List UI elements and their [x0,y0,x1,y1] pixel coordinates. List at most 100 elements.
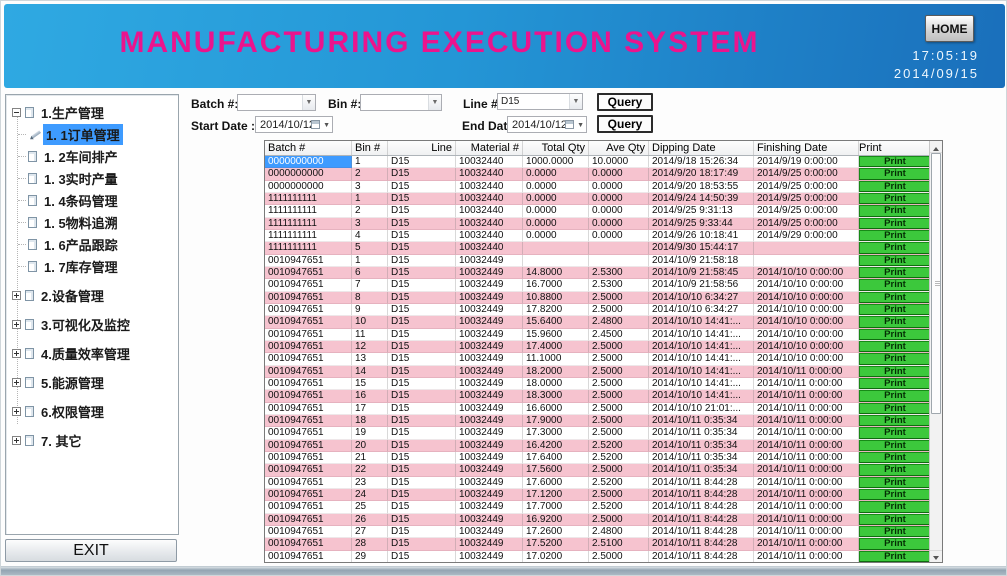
chevron-down-icon[interactable]: ▼ [569,94,582,109]
start-date-picker[interactable]: 2014/10/12 ▼ [255,116,333,133]
column-header[interactable]: Print [859,141,929,155]
table-row[interactable]: 0010947651 16 D15 10032449 18.3000 2.5000 2014… [265,390,930,403]
table-row[interactable]: 0010947651 29 D15 10032449 17.0200 2.5000 2014… [265,550,930,562]
print-button[interactable]: Print [859,266,930,279]
print-button[interactable]: Print [859,513,930,525]
exit-button[interactable]: EXIT [5,539,177,562]
print-button[interactable]: Print [859,217,930,229]
table-row[interactable]: 0010947651 8 D15 10032449 10.8800 2.5000 2014/… [265,291,930,304]
sidebar-item[interactable]: 2.设备管理 [6,284,178,306]
batch-combobox[interactable]: ▼ [237,94,316,111]
column-header[interactable]: Bin # [352,141,388,155]
expand-icon[interactable] [12,435,21,445]
print-button[interactable]: Print [859,192,930,205]
expand-icon[interactable] [12,377,21,387]
scrollbar-thumb[interactable] [931,153,941,415]
print-button[interactable]: Print [859,538,930,550]
column-header[interactable]: Total Qty [523,141,589,155]
table-row[interactable]: 0010947651 1 D15 10032449 2014/10/9 21:58:18… [265,254,930,267]
scroll-down-icon[interactable] [930,550,942,562]
print-button[interactable]: Print [859,168,930,180]
print-button[interactable]: Print [859,402,930,414]
sidebar-item[interactable]: 3.可视化及监控 [6,313,178,335]
column-header[interactable]: Dipping Date [649,141,754,155]
home-button[interactable]: HOME [925,15,974,42]
print-button[interactable]: Print [859,365,930,377]
table-row[interactable]: 0010947651 13 D15 10032449 11.1000 2.5000 2014… [265,353,930,366]
table-row[interactable]: 0010947651 21 D15 10032449 17.6400 2.5200 2014… [265,451,930,465]
column-header[interactable]: Line [388,141,456,155]
table-row[interactable]: 0010947651 15 D15 10032449 18.0000 2.5000 2014… [265,377,930,391]
table-row[interactable]: 0010947651 27 D15 10032449 17.2600 2.4800 2014… [265,525,930,539]
table-row[interactable]: 1111111111 4 D15 10032440 0.0000 0.0000 2014/9… [265,229,930,243]
print-button[interactable]: Print [859,279,930,291]
table-row[interactable]: 0010947651 19 D15 10032449 17.3000 2.5000 2014… [265,427,930,440]
column-header[interactable]: Batch # [265,141,352,155]
chevron-down-icon[interactable]: ▼ [577,122,584,129]
expand-icon[interactable] [12,290,21,300]
print-button[interactable]: Print [859,550,930,562]
table-row[interactable]: 0010947651 22 D15 10032449 17.5600 2.5000 2014… [265,464,930,477]
table-row[interactable]: 0010947651 26 D15 10032449 16.9200 2.5000 2014… [265,513,930,526]
query-button-bottom[interactable]: Query [597,115,653,133]
print-button[interactable]: Print [859,439,930,451]
print-button[interactable]: Print [859,340,930,353]
table-row[interactable]: 0010947651 14 D15 10032449 18.2000 2.5000 2014… [265,365,930,378]
column-header[interactable]: Ave Qty [589,141,649,155]
print-button[interactable]: Print [859,316,930,328]
table-row[interactable]: 1111111111 2 D15 10032440 0.0000 0.0000 2014/9… [265,205,930,218]
print-button[interactable]: Print [859,156,930,168]
table-row[interactable]: 0010947651 12 D15 10032449 17.4000 2.5000 2014… [265,340,930,354]
chevron-down-icon[interactable]: ▼ [302,95,315,110]
query-button-top[interactable]: Query [597,93,653,111]
print-button[interactable]: Print [859,303,930,316]
expand-icon[interactable] [12,319,21,329]
table-scrollbar[interactable] [929,141,942,562]
bin-combobox[interactable]: ▼ [360,94,442,111]
expand-icon[interactable] [12,406,21,416]
chevron-down-icon[interactable]: ▼ [428,95,441,110]
print-button[interactable]: Print [859,291,930,303]
print-button[interactable]: Print [859,464,930,476]
print-button[interactable]: Print [859,476,930,488]
scroll-up-icon[interactable] [930,141,942,153]
print-button[interactable]: Print [859,328,930,340]
expand-icon[interactable] [12,348,21,358]
table-row[interactable]: 0010947651 17 D15 10032449 16.6000 2.5000 2014… [265,402,930,415]
table-row[interactable]: 0010947651 24 D15 10032449 17.1200 2.5000 2014… [265,488,930,502]
table-row[interactable]: 0010947651 11 D15 10032449 15.9600 2.4500 2014… [265,328,930,341]
table-row[interactable]: 0000000000 3 D15 10032440 0.0000 0.0000 2014/9… [265,180,930,193]
sidebar-item[interactable]: 1. 4条码管理 [6,189,178,211]
table-row[interactable]: 1111111111 3 D15 10032440 0.0000 0.0000 2014/9… [265,217,930,230]
sidebar-item[interactable]: 1. 2车间排产 [6,145,178,167]
print-button[interactable]: Print [859,353,930,365]
print-button[interactable]: Print [859,525,930,538]
table-row[interactable]: 1111111111 1 D15 10032440 0.0000 0.0000 2014/9… [265,192,930,206]
sidebar-item[interactable]: 1. 3实时产量 [6,167,178,189]
print-button[interactable]: Print [859,488,930,501]
table-row[interactable]: 0010947651 25 D15 10032449 17.7000 2.5200 2014… [265,501,930,514]
table-row[interactable]: 0010947651 18 D15 10032449 17.9000 2.5000 2014… [265,414,930,428]
print-button[interactable]: Print [859,377,930,390]
table-row[interactable]: 0010947651 23 D15 10032449 17.6000 2.5200 2014… [265,476,930,489]
print-button[interactable]: Print [859,242,930,254]
table-row[interactable]: 0000000000 2 D15 10032440 0.0000 0.0000 2014/9… [265,168,930,181]
print-button[interactable]: Print [859,229,930,242]
print-button[interactable]: Print [859,451,930,464]
table-row[interactable]: 0010947651 9 D15 10032449 17.8200 2.5000 2014/… [265,303,930,317]
sidebar-item[interactable]: 1.生产管理 [6,101,178,123]
sidebar-item[interactable]: 5.能源管理 [6,371,178,393]
table-row[interactable]: 0010947651 6 D15 10032449 14.8000 2.5300 2014/… [265,266,930,280]
sidebar-item[interactable]: 1. 1订单管理 [6,123,178,145]
print-button[interactable]: Print [859,501,930,513]
line-combobox[interactable]: D15 ▼ [497,93,583,110]
print-button[interactable]: Print [859,390,930,402]
collapse-icon[interactable] [12,107,21,117]
calendar-icon[interactable] [311,120,320,129]
sidebar-item[interactable]: 1. 6产品跟踪 [6,233,178,255]
column-header[interactable]: Finishing Date [754,141,859,155]
table-row[interactable]: 0010947651 20 D15 10032449 16.4200 2.5200 2014… [265,439,930,452]
calendar-icon[interactable] [565,120,574,129]
print-button[interactable]: Print [859,254,930,266]
chevron-down-icon[interactable]: ▼ [323,122,330,129]
